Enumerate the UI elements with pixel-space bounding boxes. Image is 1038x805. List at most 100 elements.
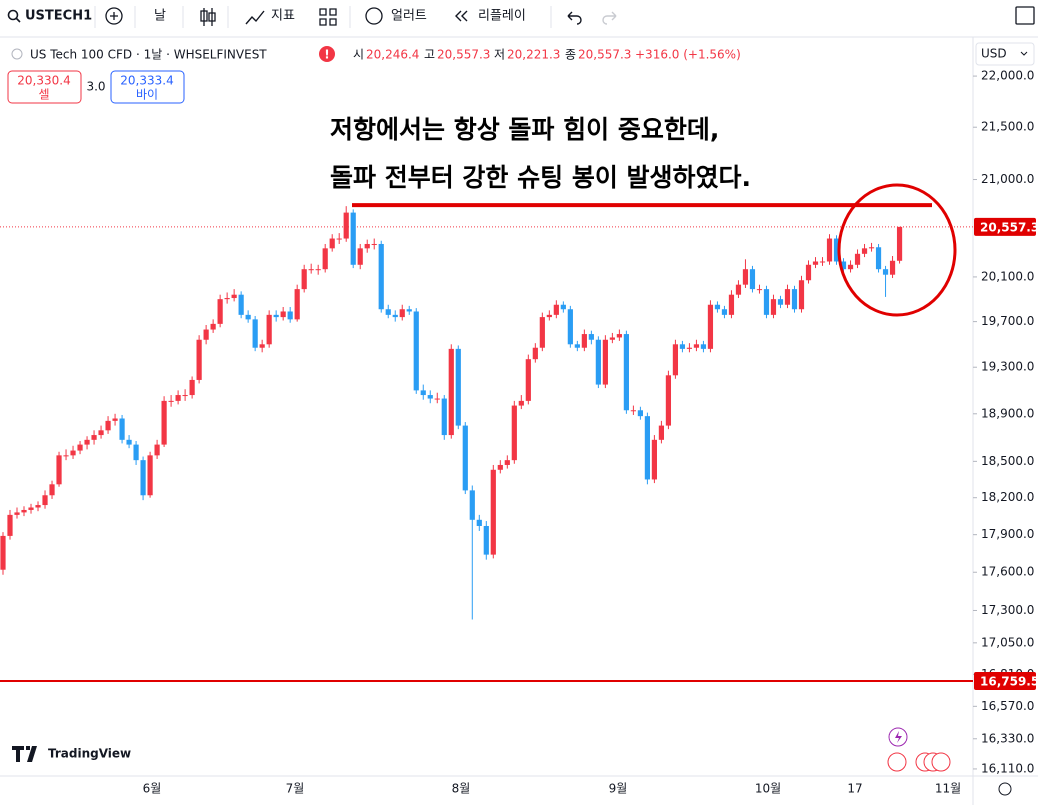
candle-body — [133, 444, 139, 461]
candle-body — [343, 212, 349, 239]
interval[interactable]: 날 — [154, 9, 166, 24]
candle-body — [798, 280, 805, 310]
candle-body — [364, 243, 370, 249]
compare-button[interactable] — [105, 7, 123, 25]
highlight-circle — [837, 183, 957, 317]
candle-body — [420, 390, 426, 396]
y-tick-label: 17,600.0 — [981, 565, 1034, 579]
y-tick-label: 16,110.0 — [981, 761, 1034, 775]
layout-button[interactable] — [319, 8, 337, 26]
candle-body — [28, 507, 34, 510]
chart-type-button[interactable] — [200, 8, 216, 26]
settings-button[interactable] — [998, 782, 1012, 796]
candle-body — [329, 238, 335, 249]
event-icon[interactable] — [887, 752, 907, 772]
candle-body — [0, 535, 6, 570]
ohlc-label: 시 — [353, 48, 364, 62]
candle-body — [588, 334, 594, 340]
y-tick-label: 16,570.0 — [981, 699, 1034, 713]
symbol-title: US Tech 100 CFD · 1날 · WHSELFINVEST — [30, 48, 267, 62]
candle-body — [476, 519, 482, 526]
candle-body — [511, 405, 517, 461]
y-tick-label: 19,700.0 — [981, 314, 1034, 328]
candle-body — [539, 317, 545, 348]
ohlc-value: 20,557.3 — [578, 48, 631, 62]
y-tick-label: 18,200.0 — [981, 490, 1034, 504]
candle-body — [805, 264, 812, 281]
undo-button[interactable] — [567, 11, 582, 25]
sell-button[interactable]: 20,330.4 셀 — [7, 70, 82, 104]
candle-body — [105, 420, 111, 431]
x-tick-label: 7월 — [286, 782, 305, 796]
candle-body — [91, 435, 97, 440]
redo-button[interactable] — [602, 11, 617, 25]
y-tick-label: 19,300.0 — [981, 360, 1034, 374]
candle-body — [392, 314, 398, 318]
warning-icon[interactable] — [319, 46, 335, 62]
candle-body — [665, 375, 672, 426]
symbol-logo — [11, 48, 23, 60]
candle-body — [616, 334, 622, 338]
candle-body — [371, 243, 377, 245]
candle-body — [777, 299, 784, 305]
buy-price: 20,333.4 — [120, 74, 173, 88]
candle-body — [602, 339, 608, 385]
candle-body — [826, 238, 833, 262]
buy-label: 바이 — [136, 88, 158, 102]
candle-body — [35, 505, 41, 508]
symbol-button[interactable]: USTECH1 — [7, 9, 93, 24]
annotation: 돌파 전부터 강한 슈팅 봉이 발생하였다. — [330, 163, 751, 192]
candle-body — [21, 509, 27, 513]
candle-body — [266, 314, 272, 345]
spread: 3.0 — [86, 80, 105, 94]
candle-body — [252, 319, 258, 348]
candle-body — [840, 261, 847, 270]
candle-body — [7, 514, 13, 536]
search-icon — [7, 9, 19, 21]
candle-body — [707, 304, 714, 349]
y-tick-label: 17,900.0 — [981, 527, 1034, 541]
buy-box — [110, 70, 185, 104]
alert-icon — [365, 7, 383, 25]
candle-body — [721, 309, 728, 315]
candle-body — [182, 395, 188, 397]
replay-button[interactable]: 리플레이 — [455, 9, 526, 24]
plot-area: 22,000.0 21,500.0 21,000.0 20,100.0 19,700.0… — [0, 69, 1034, 796]
annotation: 저항에서는 항상 돌파 힘이 중요한데, — [330, 115, 719, 144]
ohlc-value: 20,221.3 — [507, 48, 560, 62]
y-tick-label: 21,000.0 — [981, 172, 1034, 186]
candle-body — [294, 289, 300, 320]
candle-body — [147, 455, 153, 496]
candle-body — [63, 455, 69, 457]
y-tick-label: 22,000.0 — [981, 69, 1034, 83]
candle-body — [630, 410, 636, 412]
candle-body — [56, 455, 62, 485]
candle-body — [518, 400, 524, 406]
x-tick-label: 9월 — [609, 782, 628, 796]
alerts-button[interactable]: 얼러트 — [365, 7, 427, 25]
replay: 리플레이 — [478, 9, 526, 24]
candle-body — [322, 248, 328, 270]
ohlc-label: 종 — [565, 48, 576, 62]
candle-body — [553, 304, 559, 315]
bolt — [895, 731, 902, 743]
horizontal-line-label-box — [974, 672, 1036, 691]
candle-body — [399, 309, 405, 318]
candle-body — [546, 314, 552, 318]
candle-body — [406, 309, 412, 312]
sell-label: 셀 — [38, 88, 49, 102]
currency-dropdown[interactable]: USD — [975, 42, 1035, 66]
x-tick-label: 11월 — [935, 782, 961, 796]
candle-body — [847, 264, 854, 270]
x-tick-label: 6월 — [143, 782, 162, 796]
candle-body — [462, 425, 468, 491]
candle-body — [700, 344, 707, 349]
logo-mark — [12, 746, 37, 762]
symbol: USTECH1 — [25, 9, 92, 24]
buy-button[interactable]: 20,333.4 바이 — [110, 70, 185, 104]
candle-body — [896, 226, 903, 261]
fullscreen-button[interactable] — [1015, 6, 1035, 25]
indicators-button[interactable]: 지표 — [245, 9, 295, 25]
event-icon[interactable] — [931, 752, 951, 772]
